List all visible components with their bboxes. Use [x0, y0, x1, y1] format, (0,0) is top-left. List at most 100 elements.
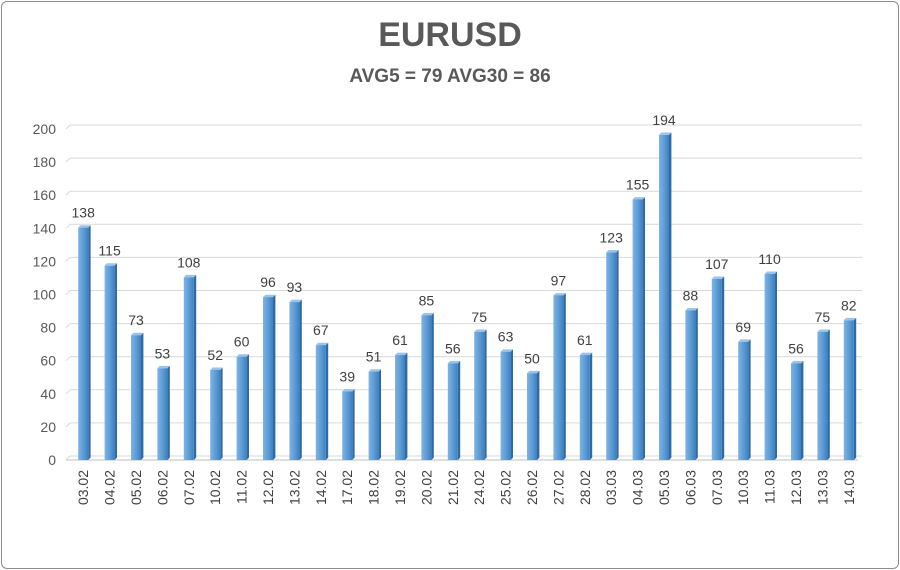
data-label: 69 — [735, 319, 751, 335]
bar-top — [843, 317, 857, 321]
data-label: 82 — [841, 297, 857, 313]
bar-front — [474, 331, 485, 460]
bar-side — [246, 354, 249, 460]
bar-side — [774, 271, 777, 460]
bar-front — [553, 295, 564, 460]
bar-front — [447, 363, 458, 460]
bar-front — [395, 355, 405, 460]
data-label: 123 — [600, 229, 624, 245]
bar-front — [368, 371, 379, 460]
bar-front — [131, 335, 141, 460]
x-tick-label: 19.02 — [392, 470, 408, 505]
bar-front — [711, 278, 722, 460]
bar-front — [421, 315, 432, 460]
gridline-depth — [65, 124, 71, 130]
gridline-depth — [65, 157, 71, 163]
bar-top — [685, 307, 698, 311]
gridline-depth — [65, 422, 71, 428]
bar-front — [843, 320, 854, 460]
bar — [131, 332, 144, 460]
bar-side — [220, 367, 223, 460]
data-label: 61 — [577, 332, 593, 348]
bar-front — [764, 273, 775, 460]
y-tick-label: 160 — [33, 187, 57, 203]
data-label: 138 — [72, 205, 96, 221]
bar-front — [791, 363, 801, 460]
bar — [474, 329, 487, 460]
gridline-depth — [65, 257, 71, 262]
bar-side — [88, 225, 91, 460]
data-label: 108 — [177, 254, 201, 270]
bar — [527, 370, 540, 460]
bar-side — [114, 263, 117, 460]
data-label: 115 — [98, 243, 121, 259]
x-tick-label: 28.02 — [577, 470, 593, 505]
y-tick-label: 140 — [33, 220, 57, 236]
data-label: 51 — [366, 349, 382, 365]
bar-front — [263, 297, 273, 460]
y-tick-label: 120 — [33, 253, 57, 269]
bar — [711, 276, 725, 460]
gridline-depth — [65, 190, 71, 196]
data-label: 110 — [758, 251, 781, 267]
data-label: 56 — [788, 340, 804, 356]
bar — [157, 365, 170, 460]
x-tick-label: 24.02 — [471, 470, 487, 505]
gridline-depth — [65, 389, 71, 395]
data-label: 60 — [234, 334, 250, 350]
gridline-depth — [65, 455, 71, 461]
bar-top — [183, 274, 197, 278]
bar-top — [527, 370, 540, 374]
bar-front — [342, 391, 353, 460]
x-tick-label: 10.03 — [735, 470, 751, 505]
data-label: 39 — [339, 368, 355, 384]
bar-front — [500, 351, 511, 460]
bar-side — [616, 250, 619, 460]
bar-side — [589, 352, 593, 460]
data-label: 194 — [652, 112, 676, 128]
bar — [342, 389, 355, 460]
data-label: 155 — [626, 176, 650, 192]
bar-top — [131, 332, 144, 336]
data-label: 93 — [287, 279, 303, 295]
bar-side — [273, 294, 276, 460]
bar-top — [210, 367, 223, 370]
bar-top — [579, 352, 593, 356]
bar-front — [659, 134, 669, 460]
bar-top — [500, 349, 513, 352]
bar-top — [263, 294, 276, 298]
bar — [579, 352, 593, 460]
data-label: 67 — [313, 322, 329, 338]
bar-front — [738, 341, 749, 460]
data-labels: 138 115 73 53 108 52 60 96 93 67 39 51 61 85 56 75 63 50 9… — [72, 112, 857, 385]
bar-side — [141, 332, 144, 460]
x-tick-label: 07.02 — [181, 470, 197, 505]
bar-side — [721, 276, 725, 460]
bar — [553, 293, 566, 460]
bar-front — [183, 277, 194, 460]
bar — [289, 299, 302, 460]
data-label: 75 — [471, 309, 487, 325]
bar-top — [421, 312, 434, 316]
bar-top — [157, 365, 170, 369]
bar-top — [738, 339, 751, 342]
bar — [78, 225, 91, 460]
x-tick-label: 12.03 — [788, 470, 804, 505]
bar-top — [342, 389, 355, 392]
bar-side — [325, 342, 329, 460]
y-tick-label: 0 — [48, 452, 56, 468]
bar-side — [537, 370, 540, 460]
bar-front — [606, 252, 617, 460]
bar-side — [484, 329, 487, 460]
y-axis-ticks: 0 20 40 60 80 100 120 140 160 180 200 — [33, 121, 57, 468]
x-tick-label: 25.02 — [498, 470, 514, 505]
x-tick-label: 12.02 — [260, 470, 276, 505]
bar-side — [563, 293, 566, 460]
bar-side — [431, 312, 434, 460]
bar — [500, 349, 513, 460]
data-label: 107 — [705, 256, 729, 272]
bar-front — [210, 369, 221, 460]
bar-side — [669, 132, 672, 460]
x-tick-label: 27.02 — [550, 470, 566, 505]
